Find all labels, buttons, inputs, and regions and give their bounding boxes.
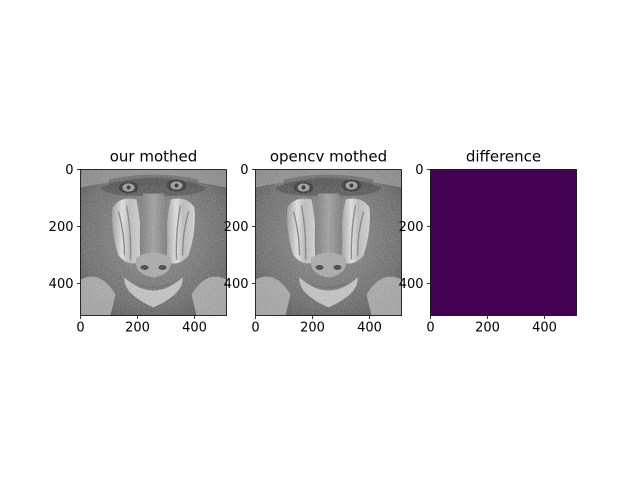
- difference-x-tick-label: 200: [475, 321, 500, 336]
- difference-y-tick-label: 200: [399, 220, 424, 235]
- our-mothed-image: [81, 170, 227, 316]
- opencv-mothed-x-tick-label: 400: [357, 321, 382, 336]
- our-mothed-x-tick-label: 400: [182, 321, 207, 336]
- our-mothed-y-tick-label: 0: [65, 163, 73, 178]
- opencv-mothed-axes-frame: [255, 169, 402, 316]
- difference-y-tick-label: 400: [399, 277, 424, 292]
- difference-x-tick-label: 0: [426, 321, 434, 336]
- opencv-mothed-title: opencv mothed: [270, 148, 387, 166]
- opencv-mothed-y-tick-label: 400: [224, 277, 249, 292]
- our-mothed-axes-frame: [80, 169, 227, 316]
- subplot-opencv-method: 0 200 400 0 200 400 opencv mothed: [224, 148, 402, 336]
- opencv-mothed-y-tick-label: 0: [240, 163, 248, 178]
- difference-title: difference: [466, 148, 541, 166]
- our-mothed-y-tick-label: 400: [49, 277, 74, 292]
- subplot-our-method: 0 200 400 0 200 400 our mothed: [49, 148, 227, 336]
- our-mothed-y-tick-label: 200: [49, 220, 74, 235]
- our-mothed-x-tick-label: 200: [125, 321, 150, 336]
- difference-y-tick-label: 0: [415, 163, 423, 178]
- difference-image: [430, 169, 577, 316]
- opencv-mothed-x-tick-label: 0: [251, 321, 259, 336]
- subplot-difference: 0 200 400 0 200 400 difference: [399, 148, 577, 336]
- opencv-mothed-y-tick-label: 200: [224, 220, 249, 235]
- our-mothed-x-tick-label: 0: [76, 321, 84, 336]
- opencv-mothed-image: [256, 170, 402, 316]
- difference-x-tick-label: 400: [532, 321, 557, 336]
- opencv-mothed-x-tick-label: 200: [300, 321, 325, 336]
- our-mothed-title: our mothed: [110, 148, 198, 166]
- difference-axes-frame: [430, 169, 577, 316]
